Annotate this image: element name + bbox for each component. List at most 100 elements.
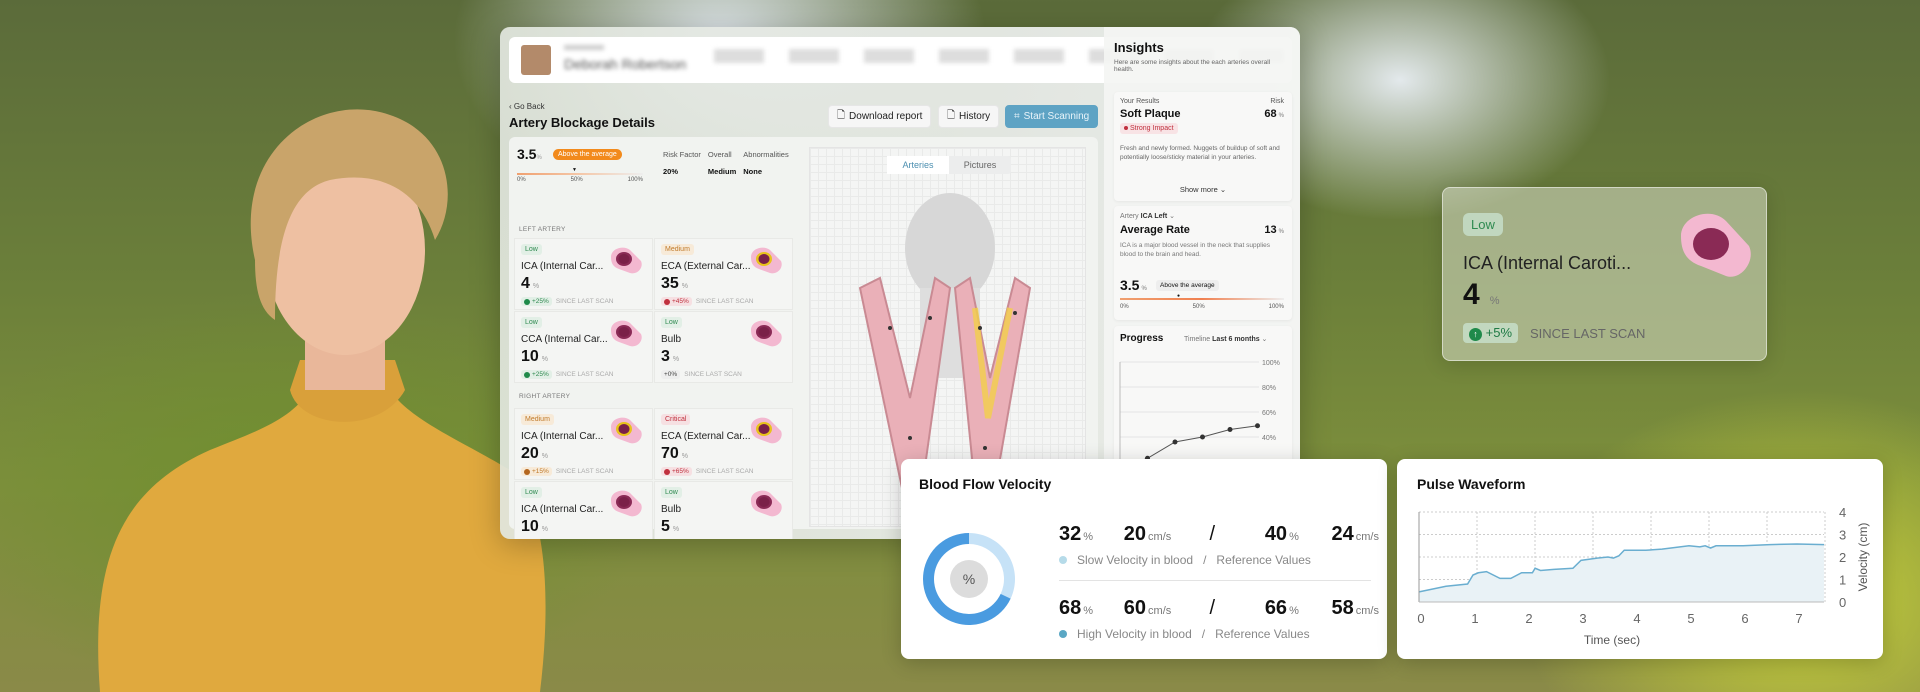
artery-card[interactable]: Medium ECA (External Car... 35% +45% SINC…	[654, 238, 793, 310]
trend-icon	[664, 298, 670, 305]
x-tick-label: 2	[1525, 611, 1532, 626]
viewer-tabs: Arteries Pictures	[887, 156, 1011, 174]
patient-avatar	[521, 45, 551, 75]
woman-photo	[98, 109, 546, 692]
show-more-button[interactable]: Show more ⌄	[1179, 185, 1227, 194]
change-row: +0% SINCE LAST SCAN	[661, 370, 742, 379]
change-badge: ↑ +5%	[1463, 323, 1519, 343]
file-icon: 🗋	[837, 110, 846, 121]
artery-card[interactable]: Low ICA (Internal Car... 4% +25% SINCE LA…	[514, 238, 653, 310]
artery-card[interactable]: Medium ICA (Internal Car... 20% +15% SINC…	[514, 408, 653, 480]
change-row: +15% SINCE LAST SCAN	[521, 467, 614, 476]
artery-tube-icon	[751, 247, 782, 274]
level-badge: Medium	[521, 414, 554, 425]
timeline-select[interactable]: Timeline Last 6 months ⌄	[1184, 336, 1268, 343]
velocity-legend: High Velocity in blood / Reference Values	[1059, 627, 1310, 641]
level-badge: Low	[661, 317, 682, 328]
tab-pictures[interactable]: Pictures	[963, 160, 997, 170]
patient-name: Deborah Robertson	[564, 56, 687, 72]
artery-value: 3%	[661, 348, 680, 365]
y-tick-label: 60%	[1262, 410, 1276, 417]
artery-card[interactable]: Low CCA (Internal Car... 10% +25% SINCE L…	[514, 311, 653, 383]
artery-value: 4%	[521, 275, 540, 292]
artery-name: Bulb	[661, 504, 682, 515]
average-rate-card: Artery ICA Left ⌄ Average Rate 13% ICA i…	[1114, 206, 1292, 320]
artery-tube-icon	[1681, 213, 1751, 277]
y-tick-label: 1	[1839, 573, 1846, 588]
legend-dot	[1059, 630, 1067, 638]
artery-name: CCA (Internal Car...	[521, 334, 608, 345]
artery-name: ECA (External Car...	[661, 261, 751, 272]
insights-panel: Insights Here are some insights about th…	[1104, 27, 1300, 539]
progress-point	[1227, 427, 1233, 432]
artery-tube-icon	[611, 247, 642, 274]
arrow-up-icon: ↑	[1469, 328, 1482, 341]
x-tick-label: 1	[1471, 611, 1478, 626]
risk-value: 68%	[1264, 108, 1284, 120]
artery-value: 20%	[521, 445, 549, 462]
level-badge: Low	[661, 487, 682, 498]
y-tick-label: 2	[1839, 550, 1846, 565]
velocity-values: 32% 20 cm/s / 40% 24 cm/s	[1059, 523, 1379, 545]
artery-card[interactable]: Low Bulb 3% +0% SINCE LAST SCAN	[654, 311, 793, 383]
y-tick-label: 4	[1839, 505, 1846, 520]
scan-icon: ⌗	[1014, 111, 1020, 122]
artery-card[interactable]: Low Bulb 5% +25%SINCE LAST SCAN	[654, 481, 793, 539]
artery-value: 70%	[661, 445, 689, 462]
level-badge: Medium	[661, 244, 694, 255]
artery-name: ICA (Internal Car...	[521, 504, 604, 515]
artery-value: 5%	[661, 518, 680, 535]
result-card: Your Results Risk Soft Plaque 68% Strong…	[1114, 92, 1292, 201]
donut-center-label: %	[963, 571, 975, 587]
x-tick-label: 7	[1795, 611, 1802, 626]
history-button[interactable]: 🗋 History	[938, 105, 1000, 128]
summary-scale	[517, 173, 643, 175]
download-report-button[interactable]: 🗋 Download report	[828, 105, 932, 128]
artery-tube-icon	[611, 320, 642, 347]
change-row: +65% SINCE LAST SCAN	[661, 467, 754, 476]
artery-value: 10%	[521, 518, 549, 535]
card-title: Pulse Waveform	[1417, 476, 1526, 492]
page-title: Artery Blockage Details	[509, 115, 655, 130]
level-badge: Critical	[661, 414, 691, 425]
level-badge: Low	[521, 244, 542, 255]
artery-tube-icon	[611, 490, 642, 517]
donut-slice	[969, 533, 1015, 599]
blood-flow-card: Blood Flow Velocity % 32% 20 cm/s / 40% 2…	[901, 459, 1387, 659]
artery-name: Bulb	[661, 334, 682, 345]
insights-title: Insights	[1114, 40, 1164, 55]
artery-name: ECA (External Car...	[661, 431, 751, 442]
progress-point	[1255, 423, 1260, 429]
artery-card[interactable]: Low ICA (Internal Car... 10% +25%SINCE L…	[514, 481, 653, 539]
trend-icon	[524, 298, 530, 305]
change-row: +45% SINCE LAST SCAN	[661, 297, 754, 306]
artery-tube-icon	[751, 490, 782, 517]
chevron-down-icon: ⌄	[1169, 213, 1176, 220]
trend-icon	[524, 468, 530, 475]
start-scanning-button[interactable]: ⌗ Start Scanning	[1005, 105, 1099, 128]
artery-tube-icon	[751, 320, 782, 347]
artery-card[interactable]: Critical ECA (External Car... 70% +65% SI…	[654, 408, 793, 480]
y-tick-label: 40%	[1262, 435, 1276, 442]
artery-name: ICA (Internal Car...	[521, 431, 604, 442]
artery-value: 35%	[661, 275, 689, 292]
trend-icon	[664, 468, 670, 475]
dashboard-window: Deborah Robertson ‹ Go Back Artery Block…	[500, 27, 1300, 539]
y-tick-label: 0	[1839, 595, 1846, 610]
pulse-waveform-card: Pulse Waveform 0 1 2 3 4 0 1 2 3 4 5 6 7 Time (sec) Ve…	[1397, 459, 1883, 659]
y-tick-label: 3	[1839, 528, 1846, 543]
level-badge: Low	[521, 317, 542, 328]
artery-name: ICA (Internal Caroti...	[1463, 253, 1632, 273]
summary-value: 3.5%	[517, 146, 542, 162]
artery-select[interactable]: Artery ICA Left ⌄	[1120, 213, 1176, 220]
progress-point	[1200, 434, 1205, 440]
right-artery-label: RIGHT ARTERY	[519, 393, 571, 400]
y-tick-label: 80%	[1262, 385, 1276, 392]
velocity-values: 68% 60 cm/s / 66% 58 cm/s	[1059, 597, 1379, 619]
velocity-legend: Slow Velocity in blood / Reference Values	[1059, 553, 1311, 567]
go-back-link[interactable]: ‹ Go Back	[509, 102, 545, 111]
tab-arteries[interactable]: Arteries	[887, 156, 949, 174]
x-tick-label: 4	[1633, 611, 1640, 626]
file-icon: 🗋	[947, 110, 956, 121]
